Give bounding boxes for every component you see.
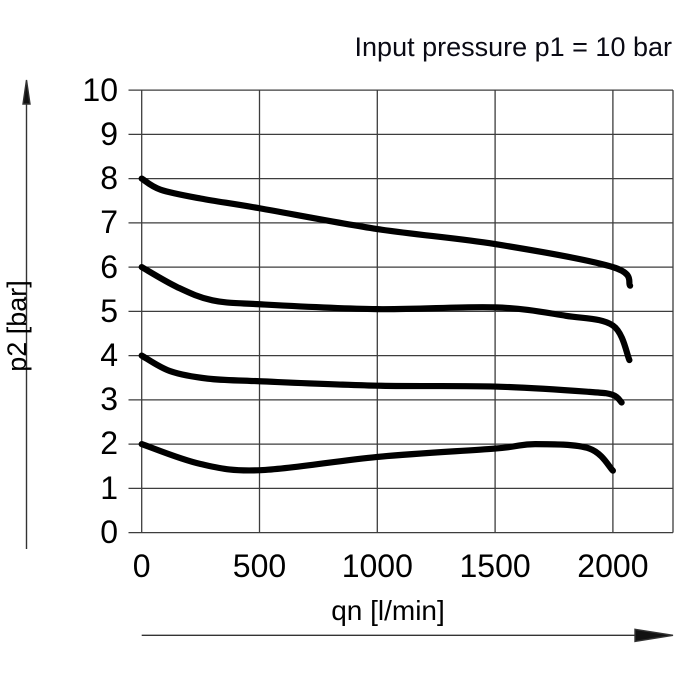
svg-text:10: 10 (82, 72, 118, 108)
svg-text:3: 3 (100, 381, 118, 417)
svg-text:0: 0 (100, 514, 118, 550)
svg-text:7: 7 (100, 204, 118, 240)
svg-text:2000: 2000 (577, 548, 648, 584)
svg-text:2: 2 (100, 425, 118, 461)
svg-text:1: 1 (100, 470, 118, 506)
svg-text:Input pressure p1 = 10 bar: Input pressure p1 = 10 bar (355, 32, 672, 62)
svg-text:500: 500 (233, 548, 286, 584)
svg-text:5: 5 (100, 293, 118, 329)
svg-text:1500: 1500 (460, 548, 531, 584)
svg-text:p2 [bar]: p2 [bar] (2, 280, 32, 372)
svg-text:qn [l/min]: qn [l/min] (331, 595, 445, 626)
svg-text:0: 0 (133, 548, 151, 584)
svg-text:8: 8 (100, 160, 118, 196)
svg-text:1000: 1000 (342, 548, 413, 584)
svg-text:6: 6 (100, 249, 118, 285)
svg-text:4: 4 (100, 337, 118, 373)
svg-text:9: 9 (100, 116, 118, 152)
